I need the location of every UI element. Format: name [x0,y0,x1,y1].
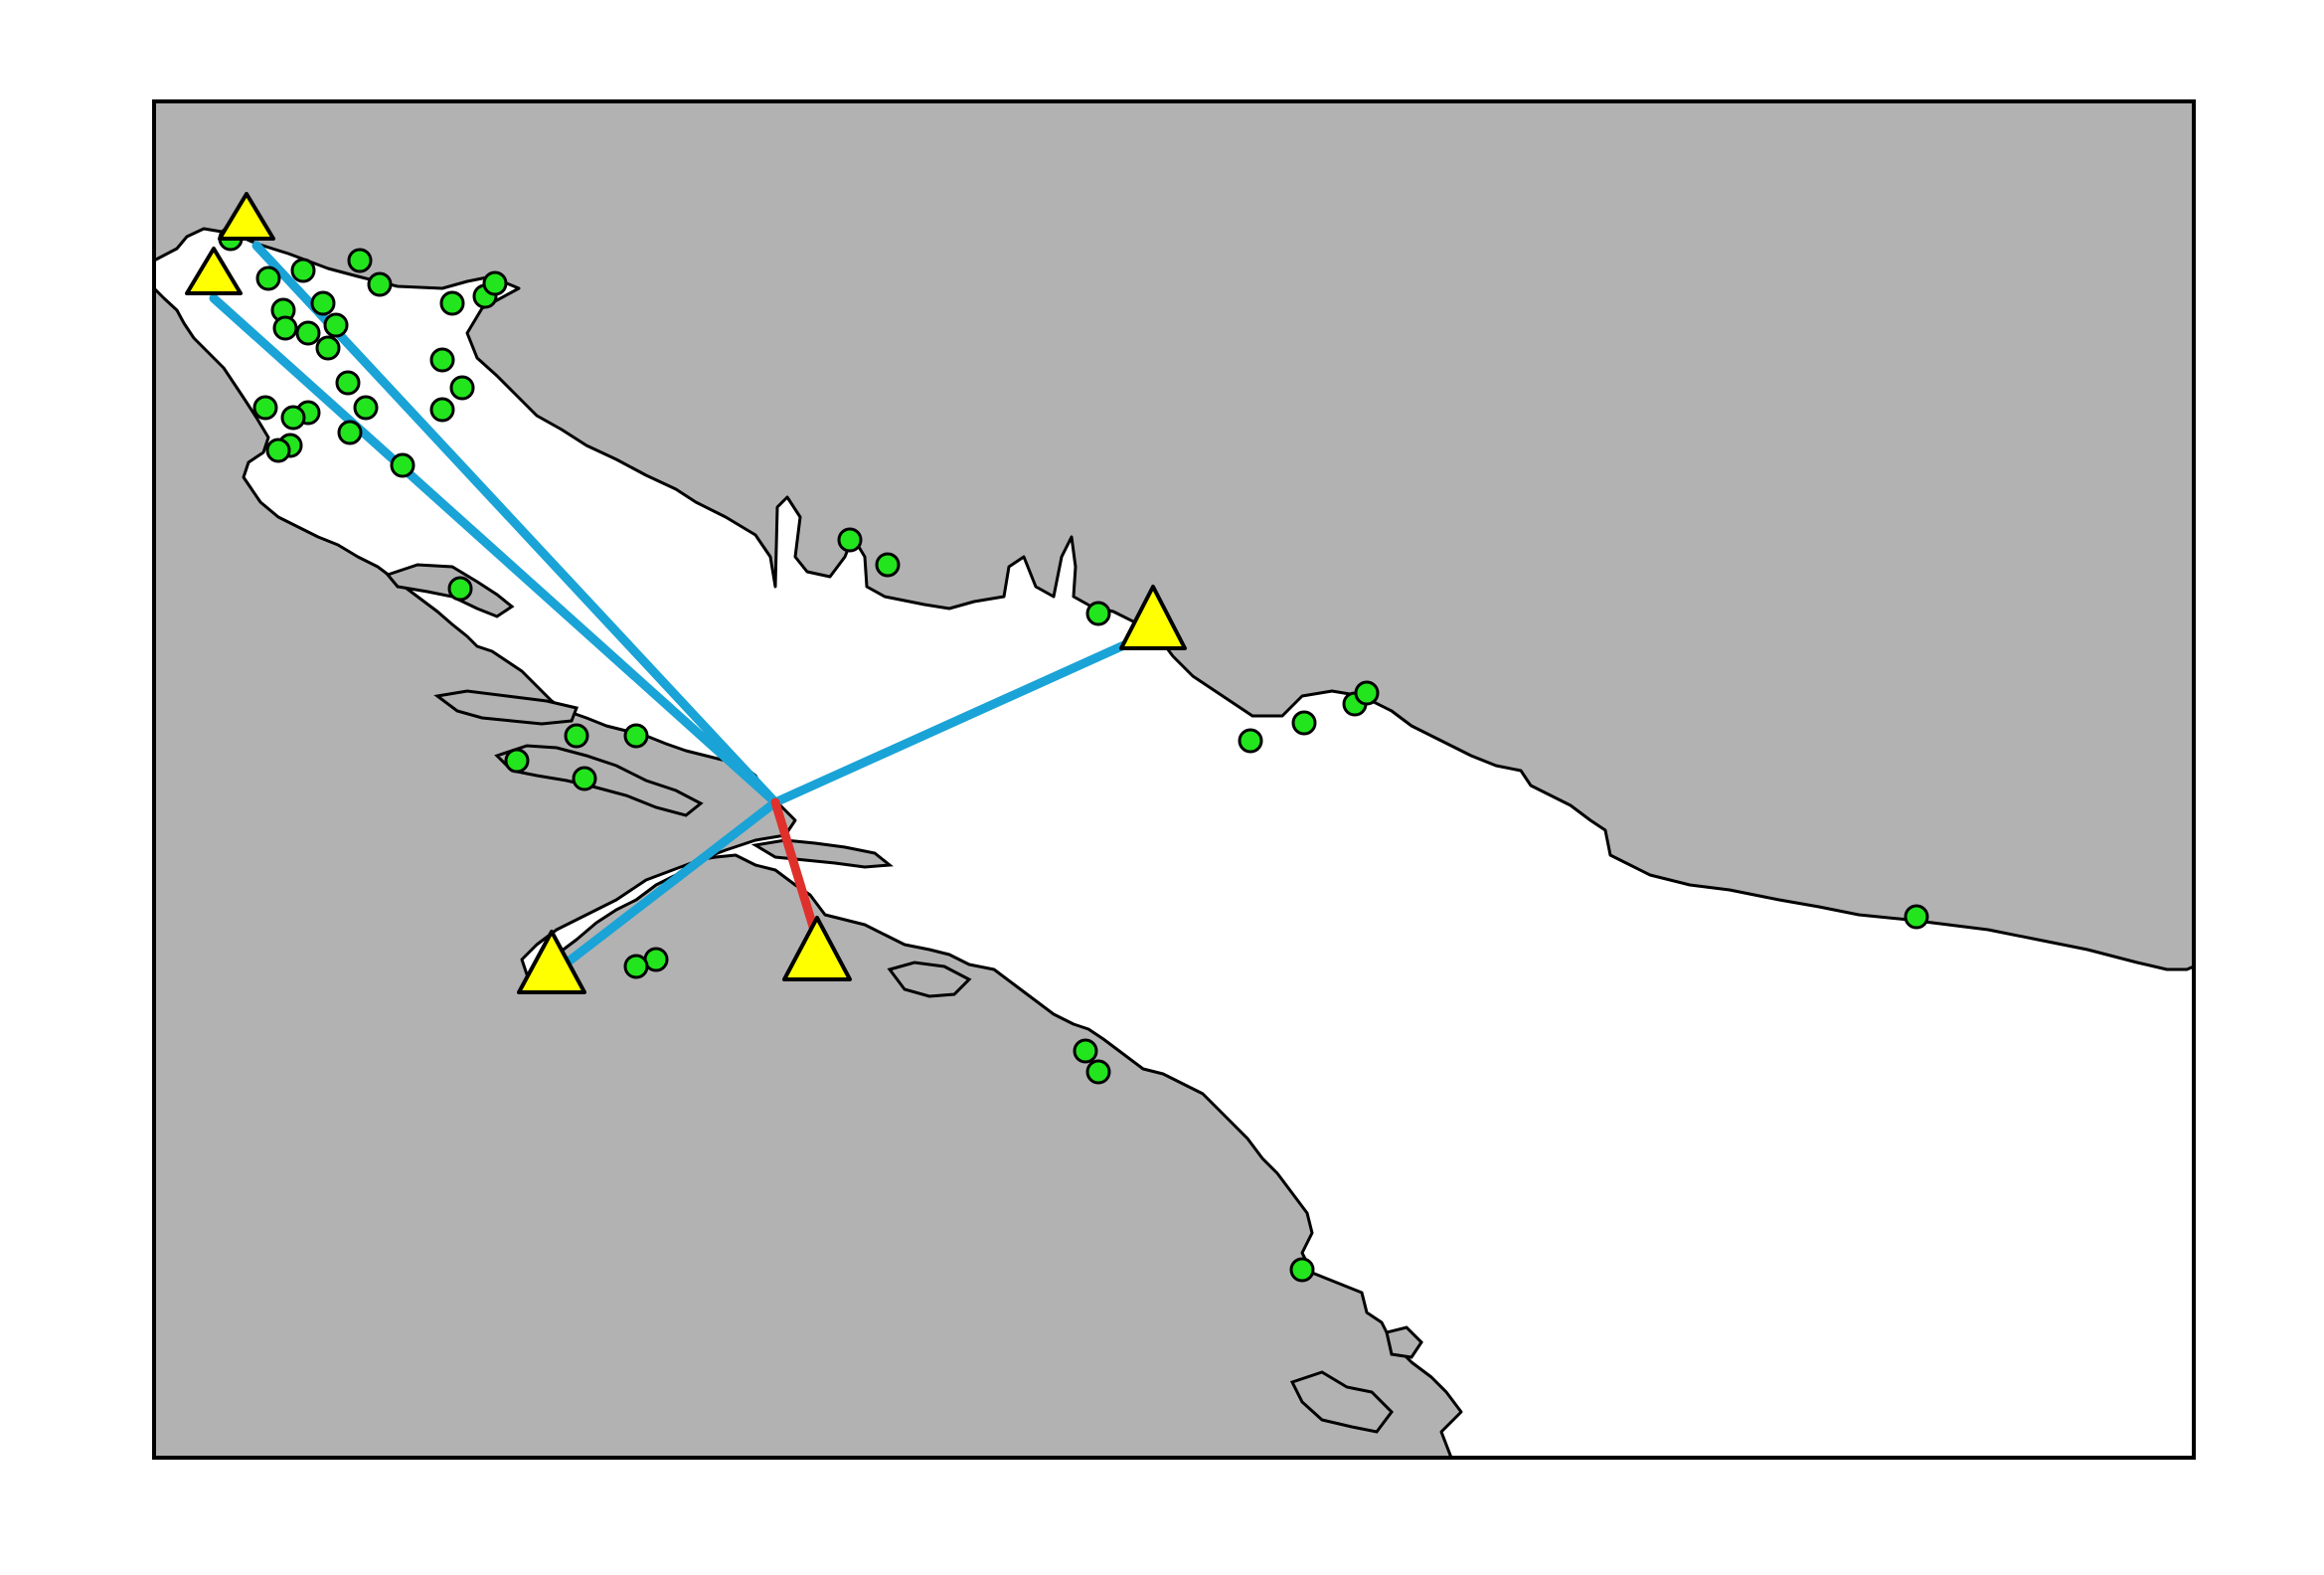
station-marker [295,320,321,346]
site-triangle-marker [1119,585,1187,650]
island-2 [433,689,580,726]
station-marker [482,270,508,296]
station-marker [280,405,306,431]
station-marker [1085,1059,1111,1085]
station-marker [1073,1038,1098,1064]
station-marker [449,375,475,401]
station-marker [310,290,336,316]
island-3 [494,744,704,817]
station-marker [875,552,901,578]
path-line [251,241,780,807]
site-triangle-marker [782,916,852,981]
path-line [547,797,780,979]
station-marker [323,312,349,338]
station-marker [1354,680,1380,706]
station-marker [337,420,363,445]
island-6 [1289,1370,1394,1434]
map-frame [152,99,2196,1460]
station-marker [315,335,341,361]
station-marker [1904,904,1929,930]
island-7 [1385,1325,1423,1359]
station-marker [335,370,361,396]
station-marker [429,347,455,373]
site-triangle-marker [517,930,586,994]
station-marker [265,438,291,463]
station-marker [564,723,589,749]
station-marker [367,271,393,297]
path-line [770,629,1153,807]
station-marker [623,954,649,979]
station-marker [439,290,465,316]
station-marker [429,397,455,423]
station-markers [218,226,1929,1283]
island-5 [887,961,972,998]
path-lines [209,241,1153,979]
station-marker [255,265,281,291]
site-triangle-marker [185,247,243,295]
station-marker [290,258,316,283]
station-marker [1238,728,1263,754]
site-markers [185,192,1187,994]
station-marker [1289,1257,1315,1283]
station-marker [390,452,415,478]
station-marker [252,395,278,421]
station-marker [572,766,597,791]
water-body [152,227,2196,1460]
station-marker [1085,601,1111,626]
site-triangle-marker [218,192,275,241]
station-marker [837,527,863,553]
station-marker [623,723,649,749]
station-marker [347,248,373,273]
station-marker [272,315,298,341]
station-marker [1291,710,1317,736]
path-line [209,293,780,807]
station-marker [504,748,530,774]
station-marker [447,576,473,602]
station-marker [353,395,379,421]
